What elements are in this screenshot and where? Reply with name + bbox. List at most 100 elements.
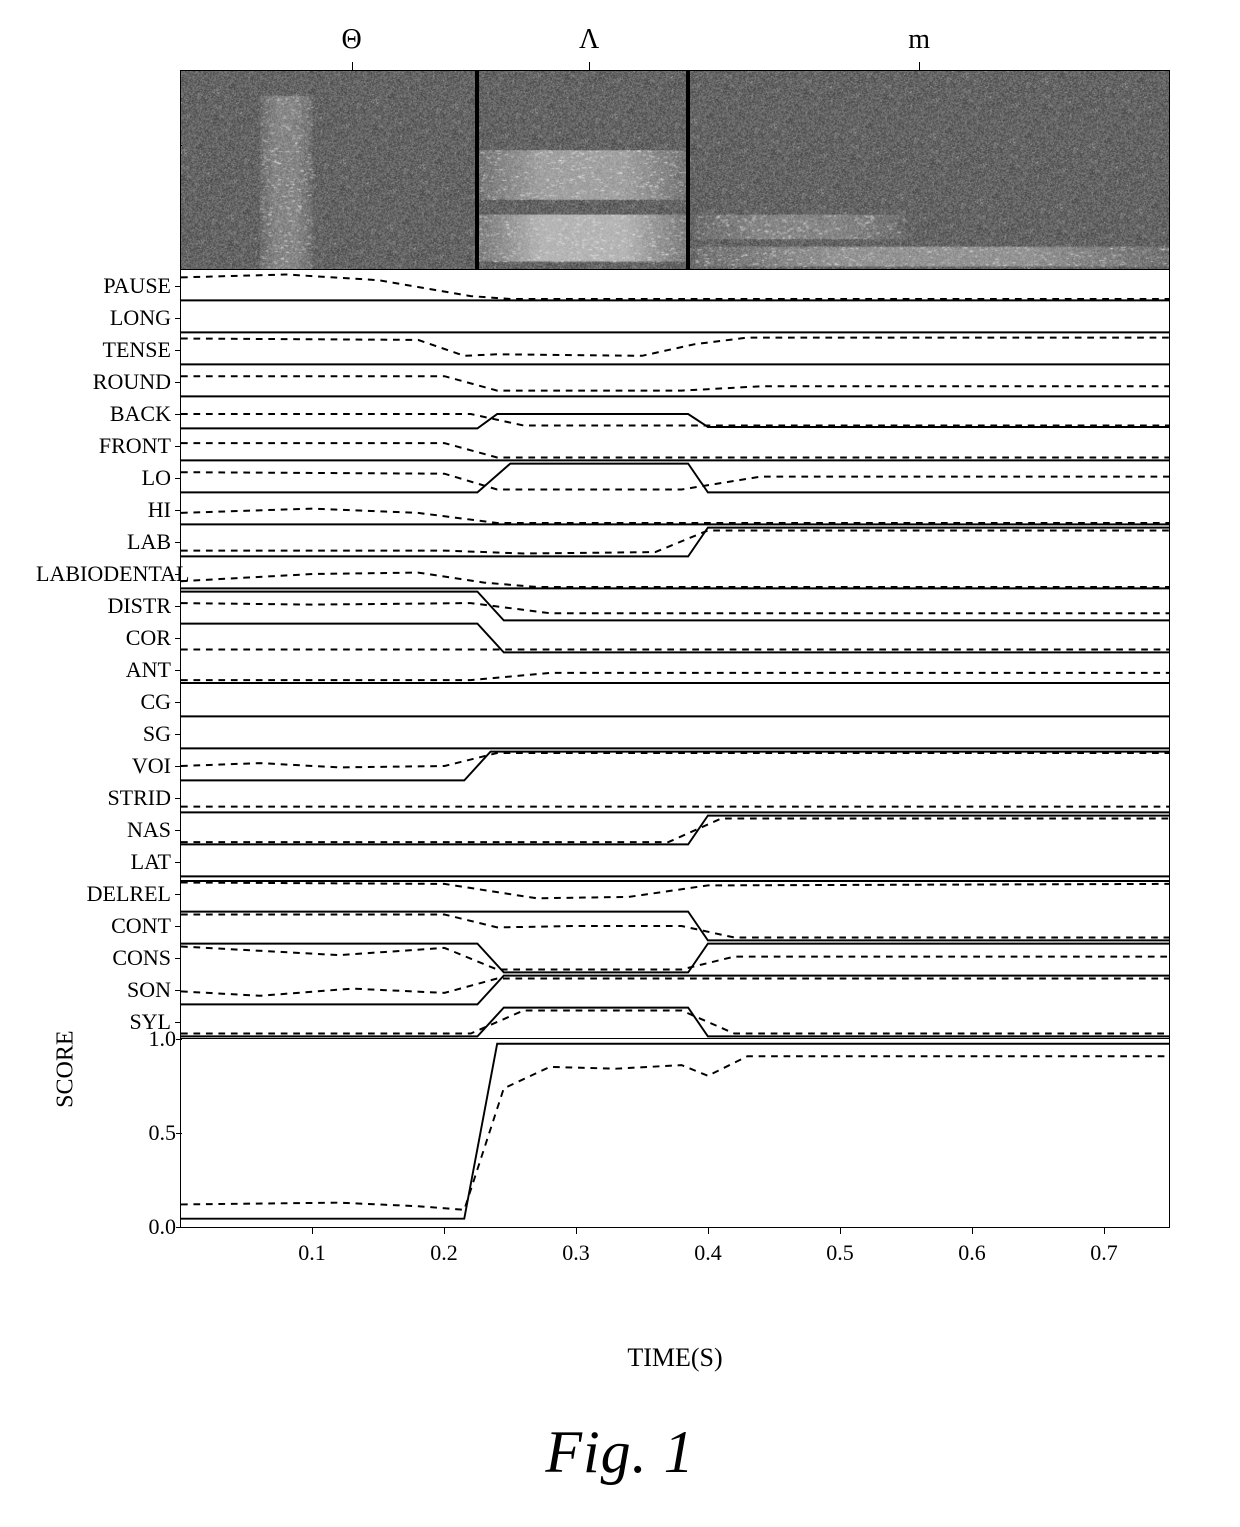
score-tick-label: 0.0 bbox=[131, 1214, 176, 1240]
feature-row: ROUND bbox=[181, 366, 1169, 398]
feature-trace bbox=[181, 910, 1169, 942]
feature-label: LAB bbox=[36, 529, 176, 555]
score-plot bbox=[181, 1039, 1169, 1227]
feature-tick-mark bbox=[175, 574, 181, 575]
phone-tick bbox=[919, 62, 920, 70]
score-tick-label: 1.0 bbox=[131, 1026, 176, 1052]
time-tick-mark bbox=[444, 1228, 445, 1234]
time-tick-label: 0.2 bbox=[430, 1240, 458, 1266]
feature-label: SON bbox=[36, 977, 176, 1003]
feature-trace bbox=[181, 590, 1169, 622]
feature-label: HI bbox=[36, 497, 176, 523]
feature-row: STRID bbox=[181, 782, 1169, 814]
feature-tick-mark bbox=[175, 766, 181, 767]
feature-row: VOI bbox=[181, 750, 1169, 782]
feature-row: LO bbox=[181, 462, 1169, 494]
feature-trace bbox=[181, 686, 1169, 718]
feature-row: SG bbox=[181, 718, 1169, 750]
phone-boundary bbox=[475, 71, 479, 269]
feature-row: CG bbox=[181, 686, 1169, 718]
feature-trace bbox=[181, 398, 1169, 430]
feature-label: LABIODENTAL bbox=[36, 561, 176, 587]
time-tick-label: 0.6 bbox=[958, 1240, 986, 1266]
feature-tick-mark bbox=[175, 478, 181, 479]
feature-label: TENSE bbox=[36, 337, 176, 363]
feature-tick-mark bbox=[175, 670, 181, 671]
feature-tick-mark bbox=[175, 734, 181, 735]
feature-tick-mark bbox=[175, 862, 181, 863]
feature-label: CG bbox=[36, 689, 176, 715]
score-panel: SCORE 0.00.51.0 bbox=[180, 1038, 1170, 1228]
feature-trace bbox=[181, 558, 1169, 590]
feature-row: TENSE bbox=[181, 334, 1169, 366]
feature-rows-panel: PAUSELONGTENSEROUNDBACKFRONTLOHILABLABIO… bbox=[180, 270, 1170, 1038]
feature-trace bbox=[181, 334, 1169, 366]
figure-container: ΘΛm FREQUENCY (Hz) 05000 PAUSELONGTENSER… bbox=[0, 0, 1240, 1527]
feature-trace bbox=[181, 462, 1169, 494]
feature-row: LAB bbox=[181, 526, 1169, 558]
feature-tick-mark bbox=[175, 382, 181, 383]
feature-tick-mark bbox=[175, 830, 181, 831]
feature-trace bbox=[181, 782, 1169, 814]
time-tick-mark bbox=[576, 1228, 577, 1234]
time-tick-mark bbox=[1104, 1228, 1105, 1234]
score-tick-label: 0.5 bbox=[131, 1120, 176, 1146]
spectrogram-panel: FREQUENCY (Hz) 05000 bbox=[180, 70, 1170, 270]
feature-row: HI bbox=[181, 494, 1169, 526]
feature-trace bbox=[181, 974, 1169, 1006]
score-tick-mark bbox=[176, 1039, 182, 1040]
time-tick-label: 0.3 bbox=[562, 1240, 590, 1266]
time-tick-label: 0.4 bbox=[694, 1240, 722, 1266]
feature-trace bbox=[181, 814, 1169, 846]
feature-tick-mark bbox=[175, 318, 181, 319]
spectrogram-canvas bbox=[181, 71, 1169, 269]
feature-label: ANT bbox=[36, 657, 176, 683]
time-tick-mark bbox=[708, 1228, 709, 1234]
feature-row: DELREL bbox=[181, 878, 1169, 910]
feature-tick-mark bbox=[175, 702, 181, 703]
feature-tick-mark bbox=[175, 510, 181, 511]
time-tick-label: 0.1 bbox=[298, 1240, 326, 1266]
feature-tick-mark bbox=[175, 894, 181, 895]
feature-tick-mark bbox=[175, 638, 181, 639]
phone-tick bbox=[352, 62, 353, 70]
feature-tick-mark bbox=[175, 350, 181, 351]
feature-row: BACK bbox=[181, 398, 1169, 430]
score-axis-label: SCORE bbox=[53, 1030, 80, 1107]
feature-row: ANT bbox=[181, 654, 1169, 686]
feature-trace bbox=[181, 718, 1169, 750]
feature-trace bbox=[181, 526, 1169, 558]
feature-trace bbox=[181, 878, 1169, 910]
feature-trace bbox=[181, 494, 1169, 526]
feature-label: LONG bbox=[36, 305, 176, 331]
feature-row: COR bbox=[181, 622, 1169, 654]
score-axis: 0.00.51.0 bbox=[131, 1039, 176, 1227]
feature-tick-mark bbox=[175, 926, 181, 927]
feature-row: LABIODENTAL bbox=[181, 558, 1169, 590]
feature-label: PAUSE bbox=[36, 273, 176, 299]
feature-row: CONT bbox=[181, 910, 1169, 942]
feature-label: STRID bbox=[36, 785, 176, 811]
feature-trace bbox=[181, 622, 1169, 654]
feature-label: LAT bbox=[36, 849, 176, 875]
time-tick-mark bbox=[312, 1228, 313, 1234]
time-tick-mark bbox=[840, 1228, 841, 1234]
phone-symbol: m bbox=[908, 24, 930, 56]
feature-tick-mark bbox=[175, 606, 181, 607]
feature-label: CONS bbox=[36, 945, 176, 971]
phone-symbol: Θ bbox=[341, 24, 361, 56]
feature-row: SYL bbox=[181, 1006, 1169, 1038]
feature-row: LONG bbox=[181, 302, 1169, 334]
feature-trace bbox=[181, 1006, 1169, 1038]
feature-row: FRONT bbox=[181, 430, 1169, 462]
phone-symbol: Λ bbox=[579, 24, 599, 56]
feature-row: PAUSE bbox=[181, 270, 1169, 302]
feature-label: COR bbox=[36, 625, 176, 651]
feature-trace bbox=[181, 270, 1169, 302]
feature-tick-mark bbox=[175, 1022, 181, 1023]
freq-tick-mark bbox=[180, 145, 182, 146]
feature-label: NAS bbox=[36, 817, 176, 843]
feature-label: BACK bbox=[36, 401, 176, 427]
feature-row: DISTR bbox=[181, 590, 1169, 622]
figure-caption: Fig. 1 bbox=[40, 1418, 1200, 1487]
